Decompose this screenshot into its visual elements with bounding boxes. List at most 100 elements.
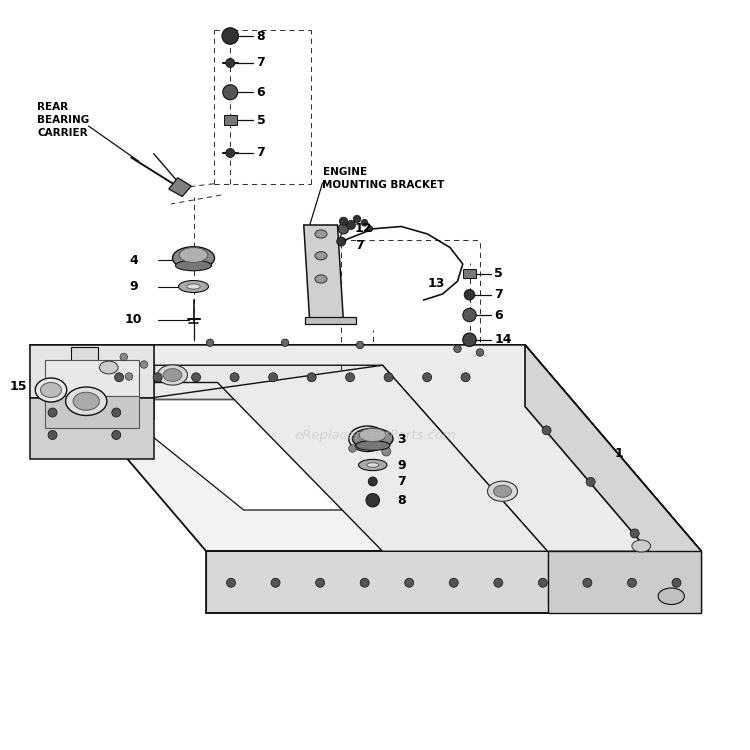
Circle shape — [223, 85, 238, 100]
Polygon shape — [30, 345, 525, 399]
Circle shape — [672, 578, 681, 587]
Circle shape — [628, 578, 637, 587]
Ellipse shape — [356, 431, 379, 446]
Circle shape — [464, 290, 475, 300]
Ellipse shape — [367, 463, 379, 467]
Circle shape — [461, 373, 470, 382]
Polygon shape — [206, 551, 701, 613]
Ellipse shape — [632, 540, 650, 552]
Circle shape — [583, 578, 592, 587]
Circle shape — [140, 361, 148, 368]
Circle shape — [125, 373, 133, 380]
Polygon shape — [224, 115, 237, 125]
Text: 9: 9 — [398, 458, 406, 472]
Ellipse shape — [176, 260, 211, 271]
Ellipse shape — [349, 426, 386, 451]
Polygon shape — [525, 345, 701, 613]
Circle shape — [476, 349, 484, 356]
Text: 8: 8 — [256, 29, 265, 43]
Ellipse shape — [187, 284, 200, 290]
Polygon shape — [304, 316, 356, 324]
Circle shape — [405, 578, 414, 587]
Text: 12: 12 — [355, 222, 372, 236]
Text: 13: 13 — [427, 277, 445, 290]
Text: 14: 14 — [494, 333, 512, 346]
Text: 7: 7 — [256, 146, 265, 160]
Polygon shape — [90, 386, 641, 510]
Polygon shape — [30, 345, 701, 551]
Polygon shape — [30, 398, 154, 459]
Text: 7: 7 — [355, 238, 364, 252]
Circle shape — [367, 226, 373, 232]
Circle shape — [346, 220, 355, 230]
Ellipse shape — [164, 369, 182, 381]
Circle shape — [316, 578, 325, 587]
Circle shape — [226, 148, 235, 158]
Ellipse shape — [359, 428, 386, 442]
Circle shape — [630, 529, 639, 538]
Text: 4: 4 — [130, 254, 139, 267]
Polygon shape — [548, 551, 701, 613]
Circle shape — [346, 373, 355, 382]
Text: 15: 15 — [10, 380, 27, 393]
Circle shape — [48, 430, 57, 439]
Circle shape — [542, 426, 551, 435]
Ellipse shape — [315, 230, 327, 238]
Circle shape — [206, 339, 214, 346]
Ellipse shape — [99, 362, 118, 374]
Text: 7: 7 — [398, 475, 406, 488]
Ellipse shape — [494, 485, 512, 497]
Circle shape — [366, 494, 380, 507]
Polygon shape — [463, 269, 476, 278]
Circle shape — [153, 373, 162, 382]
Circle shape — [226, 58, 235, 68]
Circle shape — [222, 28, 238, 44]
Circle shape — [271, 578, 280, 587]
Circle shape — [281, 339, 289, 346]
Polygon shape — [45, 360, 139, 396]
Circle shape — [356, 341, 364, 349]
Text: eReplacementParts.com: eReplacementParts.com — [294, 428, 456, 442]
Text: 1: 1 — [615, 447, 624, 460]
Ellipse shape — [358, 459, 387, 471]
Ellipse shape — [658, 588, 684, 604]
Circle shape — [112, 430, 121, 439]
Circle shape — [226, 578, 236, 587]
Ellipse shape — [158, 365, 188, 386]
Text: 3: 3 — [398, 433, 406, 446]
Circle shape — [454, 345, 461, 352]
Text: 5: 5 — [256, 113, 265, 127]
Circle shape — [494, 578, 502, 587]
Text: REAR
BEARING
CARRIER: REAR BEARING CARRIER — [38, 102, 90, 138]
Circle shape — [449, 578, 458, 587]
Ellipse shape — [40, 382, 62, 398]
Ellipse shape — [315, 252, 327, 260]
Polygon shape — [71, 347, 98, 392]
Polygon shape — [304, 225, 344, 322]
Circle shape — [382, 447, 391, 456]
Ellipse shape — [74, 392, 99, 410]
Circle shape — [368, 477, 377, 486]
Circle shape — [360, 578, 369, 587]
Ellipse shape — [178, 280, 209, 292]
Ellipse shape — [315, 275, 327, 284]
Ellipse shape — [352, 428, 393, 449]
Circle shape — [338, 224, 349, 234]
Text: 6: 6 — [494, 308, 502, 322]
Circle shape — [384, 373, 393, 382]
Polygon shape — [45, 396, 139, 427]
Circle shape — [349, 445, 356, 452]
Circle shape — [230, 373, 239, 382]
Circle shape — [353, 215, 361, 223]
Circle shape — [191, 373, 200, 382]
Text: ENGINE
MOUNTING BRACKET: ENGINE MOUNTING BRACKET — [322, 167, 445, 190]
Circle shape — [268, 373, 278, 382]
Circle shape — [307, 373, 316, 382]
Polygon shape — [30, 345, 154, 398]
Circle shape — [337, 237, 346, 246]
Text: 9: 9 — [130, 280, 138, 293]
Circle shape — [463, 308, 476, 322]
Circle shape — [48, 408, 57, 417]
Circle shape — [112, 408, 121, 417]
Text: 10: 10 — [124, 313, 142, 326]
